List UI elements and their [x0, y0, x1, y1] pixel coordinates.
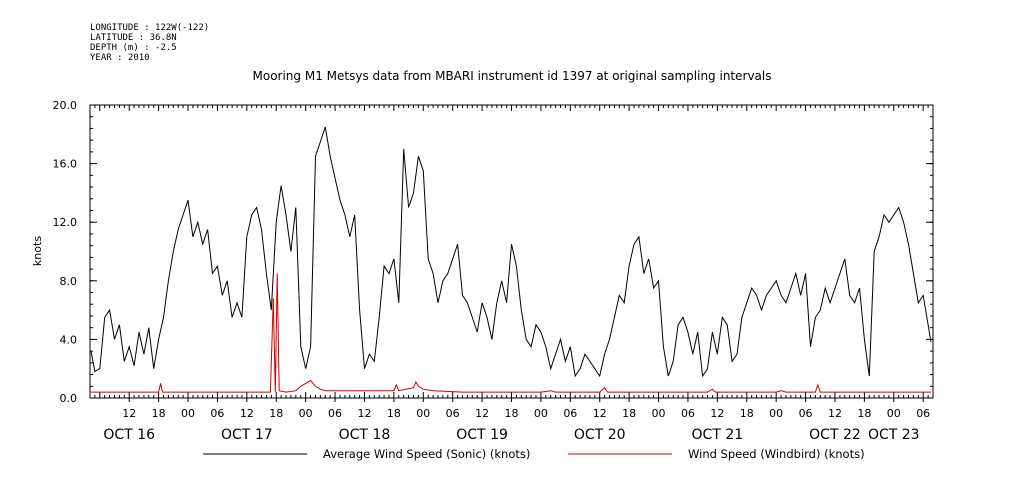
x-tick-label: 12 — [357, 407, 371, 420]
x-tick-label: 12 — [240, 407, 254, 420]
x-day-label: OCT 19 — [456, 427, 508, 443]
x-day-label: OCT 18 — [339, 427, 391, 443]
legend-label-windbird: Wind Speed (Windbird) (knots) — [688, 447, 865, 461]
latitude-label: LATITUDE : 36.8N — [90, 33, 177, 43]
plot-frame — [89, 104, 934, 399]
x-day-label: OCT 17 — [221, 427, 273, 443]
x-tick-label: 06 — [799, 407, 813, 420]
x-tick-label: 00 — [769, 407, 783, 420]
x-axis: 12 18 00 06 12 18 00 06 12 18 00 06 12 18 00 06 12 18 00 06… — [89, 105, 934, 443]
y-tick-label: 16.0 — [53, 158, 78, 171]
x-tick-label: 00 — [416, 407, 430, 420]
y-tick-label: 8.0 — [60, 275, 78, 288]
x-tick-label: 18 — [152, 407, 166, 420]
x-day-label: OCT 20 — [574, 427, 626, 443]
x-tick-label: 06 — [916, 407, 930, 420]
x-tick-label: 12 — [710, 407, 724, 420]
series-line-sonic — [90, 126, 932, 378]
y-tick-label: 20.0 — [53, 99, 78, 112]
series-group — [90, 126, 932, 393]
x-tick-label: 00 — [299, 407, 313, 420]
x-tick-label: 12 — [828, 407, 842, 420]
x-tick-label: 18 — [857, 407, 871, 420]
x-tick-label: 18 — [740, 407, 754, 420]
x-tick-label: 00 — [887, 407, 901, 420]
x-day-label: OCT 21 — [692, 427, 744, 443]
x-tick-label: 12 — [475, 407, 489, 420]
legend: Average Wind Speed (Sonic) (knots) Wind … — [203, 447, 865, 461]
x-tick-label: 06 — [328, 407, 342, 420]
x-day-label: OCT 22 — [809, 427, 861, 443]
x-tick-label: 00 — [534, 407, 548, 420]
x-tick-label: 18 — [505, 407, 519, 420]
y-tick-label: 12.0 — [53, 216, 78, 229]
x-tick-label: 18 — [269, 407, 283, 420]
x-tick-label: 00 — [652, 407, 666, 420]
x-tick-label: 18 — [622, 407, 636, 420]
y-axis: 0.0 4.0 8.0 12.0 16.0 20.0 — [53, 99, 933, 405]
x-tick-label: 18 — [387, 407, 401, 420]
chart-title: Mooring M1 Metsys data from MBARI instru… — [253, 69, 772, 83]
x-tick-label: 00 — [181, 407, 195, 420]
series-line-windbird — [91, 273, 931, 393]
x-day-label: OCT 23 — [868, 427, 920, 443]
y-axis-label: knots — [31, 236, 44, 266]
x-tick-label: 06 — [563, 407, 577, 420]
x-tick-label: 06 — [681, 407, 695, 420]
year-label: YEAR : 2010 — [90, 53, 150, 63]
longitude-label: LONGITUDE : 122W(-122) — [90, 23, 209, 33]
x-tick-label: 12 — [122, 407, 136, 420]
legend-label-sonic: Average Wind Speed (Sonic) (knots) — [323, 447, 530, 461]
x-day-label: OCT 16 — [103, 427, 155, 443]
depth-label: DEPTH (m) : -2.5 — [90, 43, 177, 53]
x-tick-label: 12 — [593, 407, 607, 420]
y-tick-label: 0.0 — [60, 392, 78, 405]
y-tick-label: 4.0 — [60, 333, 78, 346]
x-tick-label: 06 — [210, 407, 224, 420]
x-tick-label: 06 — [446, 407, 460, 420]
